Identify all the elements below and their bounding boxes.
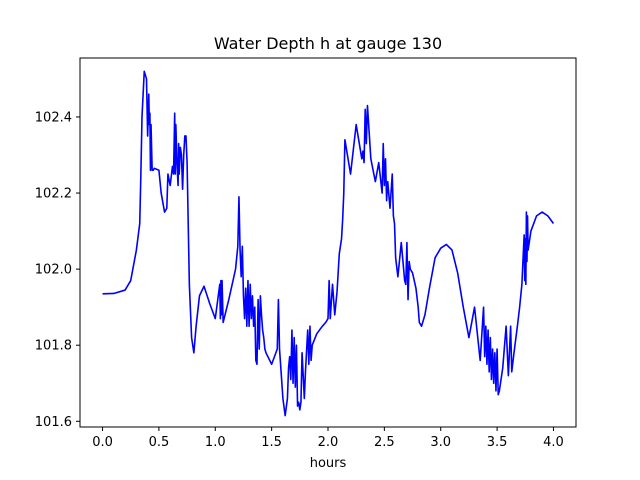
y-tick-label: 101.6 [35,415,72,430]
x-axis-label: hours [310,456,347,471]
series-line [102,70,555,417]
axis-ticks: 0.0 0.5 1.0 1.5 2.0 2.5 3.0 3.5 4.0 101.6 101.8 102… [35,110,564,450]
x-tick-label: 4.0 [543,435,564,450]
x-tick-label: 1.5 [261,435,282,450]
y-tick-label: 101.8 [35,339,72,354]
plot-frame [79,57,577,428]
y-tick-label: 102.4 [35,110,72,125]
chart-title: Water Depth h at gauge 130 [214,34,442,53]
x-tick-label: 2.5 [374,435,395,450]
x-tick-label: 0.0 [92,435,113,450]
x-tick-label: 0.5 [149,435,170,450]
y-tick-label: 102.0 [35,263,72,278]
x-tick-label: 2.0 [318,435,339,450]
y-tick-label: 102.2 [35,187,72,202]
x-tick-label: 3.5 [487,435,508,450]
x-tick-label: 3.0 [430,435,451,450]
x-tick-label: 1.0 [205,435,226,450]
series-layer [102,70,555,417]
